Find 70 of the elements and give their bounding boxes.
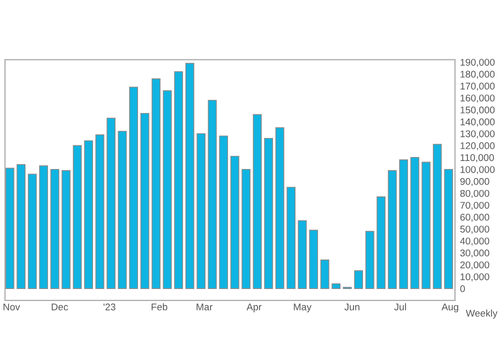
bar [152,78,161,289]
bar [174,71,184,289]
y-tick-label: 70,000 [460,202,490,210]
bar [242,168,251,289]
bar [185,62,194,289]
bar [275,127,284,289]
x-tick-label: Jul [394,303,406,310]
y-tick-label: 180,000 [460,70,495,79]
bar [140,112,150,289]
y-tick-label: 120,000 [460,142,495,150]
bar [196,133,206,289]
bar [162,90,172,289]
text: Weekly [466,310,498,319]
y-tick-label: 30,000 [460,250,490,258]
bar [286,186,296,289]
bar [309,230,318,289]
bar [50,168,60,289]
bar [432,144,442,289]
y-tick-label: 190,000 [460,58,495,67]
y-tick-label: 100,000 [460,166,495,174]
bar [376,196,386,289]
x-tick-label: Feb [152,303,168,310]
bar [332,283,341,289]
y-tick-label: 130,000 [460,130,495,138]
bar [410,157,420,289]
y-tick-label: 90,000 [460,178,490,186]
bar [298,220,307,289]
y-tick-label: 10,000 [460,273,490,282]
y-tick-label: 60,000 [460,214,490,222]
bar [444,168,454,289]
x-tick-label: Nov [4,304,20,310]
y-tick-label: 110,000 [460,154,494,162]
bar [252,114,262,289]
bar [399,159,408,289]
y-tick-label: 50,000 [460,226,490,234]
y-tick-label: 150,000 [460,106,495,115]
y-tick-label: 160,000 [460,94,495,103]
x-tick-label: Aug [442,304,458,312]
bar [354,270,364,289]
bar [422,162,431,289]
y-tick-label: 170,000 [460,82,495,91]
x-tick-label: Jun [344,304,360,310]
bar [5,168,14,289]
y-tick-label: 40,000 [460,238,490,246]
bar [388,170,397,289]
y-tick-label: 80,000 [460,190,490,198]
bar [208,100,217,289]
bar [129,86,138,289]
bar [95,134,104,289]
x-tick-label: Apr [246,304,262,312]
bar [264,138,274,289]
bar [28,174,37,289]
x-tick-label: '23 [104,303,116,310]
bar [39,165,48,289]
x-tick-label: Mar [196,304,212,310]
bar [219,136,228,289]
bar [320,260,330,289]
y-tick-label: 20,000 [460,261,490,270]
bar [72,145,82,289]
x-tick-label: Dec [52,304,68,310]
y-tick-label: 0 [460,285,465,292]
x-tick-label: May [294,304,312,312]
bar [365,230,374,289]
bar [106,118,116,289]
bar [84,140,94,289]
y-tick-label: 140,000 [460,118,495,126]
bar [118,130,127,289]
bar [16,164,26,289]
bar [62,170,71,289]
bar [230,156,240,289]
